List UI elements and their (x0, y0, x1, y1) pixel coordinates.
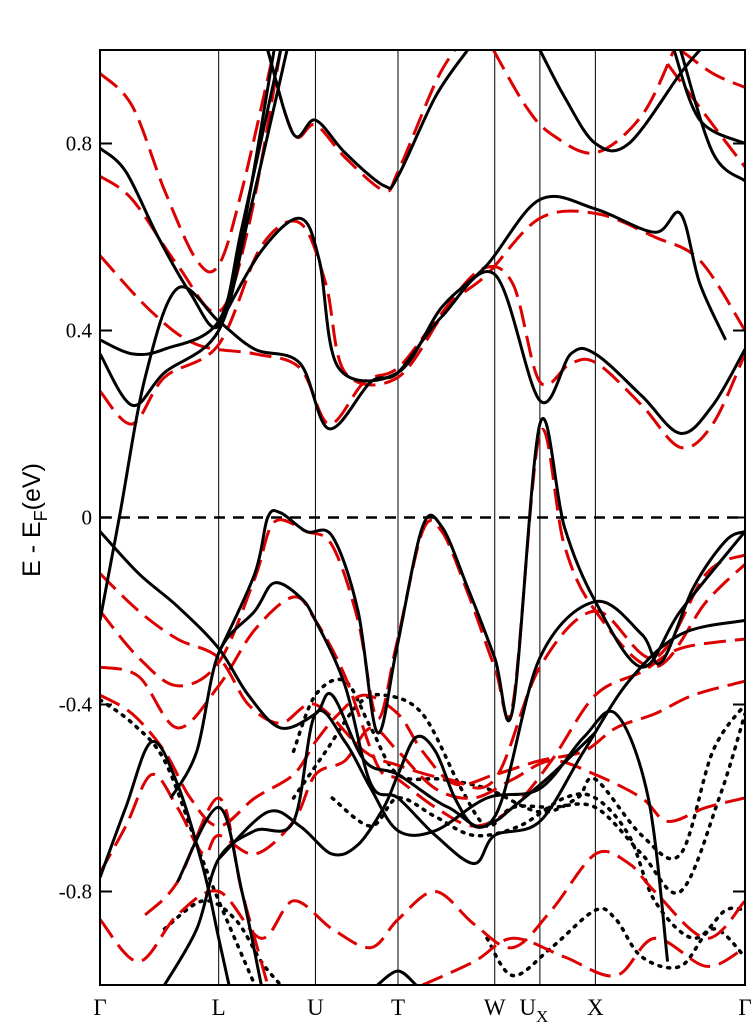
y-axis-ticks: 0.8 0.4 0 -0.4 -0.8 (59, 132, 745, 904)
band-line-dashed (100, 50, 283, 314)
band-line-solid (217, 194, 727, 383)
band-line-solid (266, 50, 469, 190)
band-line-dashed (266, 50, 457, 193)
y-axis-title: E - EF(eV) (18, 463, 51, 577)
kpoint-label: W (484, 995, 506, 1020)
y-tick-label: 0 (82, 506, 93, 530)
band-line-dotted (162, 899, 283, 985)
band-line-dashed (100, 595, 745, 828)
band-line-dashed (100, 679, 745, 828)
band-line-dashed (100, 726, 745, 874)
kpoint-label: T (391, 995, 405, 1020)
band-line-dashed (100, 849, 745, 964)
band-line-dotted (485, 906, 745, 978)
band-line-dashed (144, 796, 270, 985)
band-line-solid (176, 805, 263, 985)
band-line-dotted (100, 698, 257, 985)
y-axis-title-unit: (eV) (18, 463, 46, 510)
band-line-solid (376, 969, 418, 985)
kpoint-label: UX (519, 995, 548, 1026)
band-line-solid (100, 50, 283, 357)
kpoint-label: Γ (93, 995, 106, 1020)
band-line-solid (538, 50, 702, 153)
band-line-dashed (100, 553, 745, 790)
band-line-solid (100, 270, 745, 621)
band-line-solid (217, 417, 745, 735)
band-line-solid (100, 530, 745, 829)
band-line-solid (100, 50, 289, 407)
band-line-solid (100, 740, 231, 985)
y-axis-title-main: E - E (18, 521, 46, 577)
band-line-solid (679, 50, 745, 183)
kpoint-label: U (307, 995, 324, 1020)
kpoint-label-subscript: X (536, 1007, 548, 1026)
band-line-dashed (666, 63, 745, 168)
band-line-dashed (100, 50, 276, 274)
band-line-dashed (492, 50, 676, 155)
kpoint-label: X (587, 995, 604, 1020)
y-tick-label: -0.8 (59, 880, 92, 904)
band-line-dotted (330, 792, 745, 941)
band-line-dashed (421, 936, 745, 985)
kpoint-label: Γ (738, 995, 751, 1020)
band-line-dashed (100, 428, 745, 721)
band-line-solid (217, 731, 597, 860)
band-series (100, 50, 745, 985)
y-tick-label: 0.8 (66, 132, 92, 156)
y-axis-title-subscript: F (31, 510, 51, 521)
y-tick-label: -0.4 (59, 693, 93, 717)
band-line-dashed (679, 50, 745, 89)
band-line-dashed (100, 209, 745, 426)
x-axis-kpoint-labels: Γ L U T W UX X Γ (93, 995, 751, 1026)
y-tick-label: 0.4 (66, 319, 93, 343)
kpoint-label: L (212, 995, 226, 1020)
